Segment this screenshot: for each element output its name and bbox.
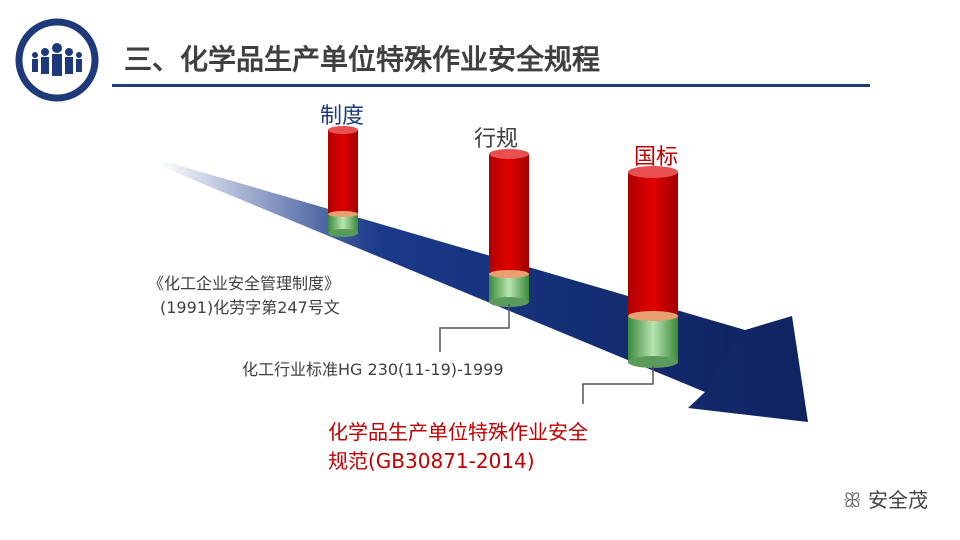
logo-icon (15, 18, 99, 102)
note-industry: 化工行业标准HG 230(11-19)-1999 (242, 360, 504, 379)
note-national-line1: 化学品生产单位特殊作业安全 (328, 420, 588, 444)
watermark: ꕥ 安全茂 (843, 484, 928, 513)
watermark-text: 安全茂 (868, 488, 928, 512)
note-regulation-line1: 《化工企业安全管理制度》 (148, 274, 341, 293)
page-title: 三、化学品生产单位特殊作业安全规程 (124, 43, 601, 76)
cylinder-industry (489, 149, 529, 307)
note-regulation-line2: (1991)化劳字第247号文 (160, 298, 340, 317)
cylinder-national (628, 166, 678, 368)
wechat-icon: ꕥ (843, 488, 868, 512)
note-national-line2: 规范(GB30871-2014) (328, 449, 535, 473)
callout-lines (439, 304, 654, 404)
label-national: 国标 (634, 145, 679, 170)
label-industry: 行规 (474, 127, 519, 152)
title-underline (112, 84, 870, 87)
note-national: 化学品生产单位特殊作业安全 规范(GB30871-2014) (328, 418, 588, 476)
label-regulation: 制度 (320, 104, 365, 129)
cylinder-regulation (328, 126, 358, 237)
